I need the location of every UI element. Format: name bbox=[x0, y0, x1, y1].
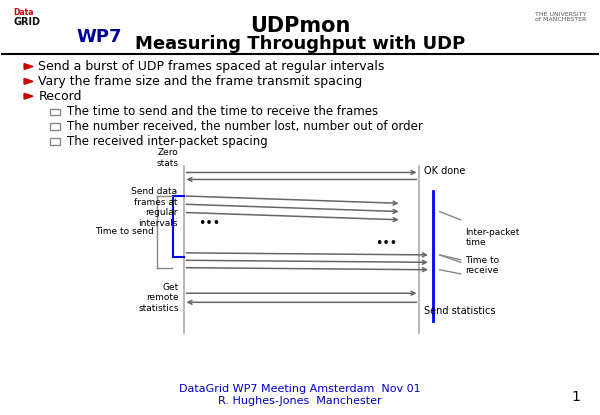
Text: Get
remote
statistics: Get remote statistics bbox=[138, 283, 179, 312]
Polygon shape bbox=[24, 63, 33, 69]
Text: UDPmon: UDPmon bbox=[250, 16, 350, 36]
Text: Vary the frame size and the frame transmit spacing: Vary the frame size and the frame transm… bbox=[38, 75, 362, 88]
Bar bbox=[50, 138, 60, 145]
Text: DataGrid WP7 Meeting Amsterdam  Nov 01: DataGrid WP7 Meeting Amsterdam Nov 01 bbox=[179, 384, 421, 394]
Text: Send a burst of UDP frames spaced at regular intervals: Send a burst of UDP frames spaced at reg… bbox=[38, 60, 385, 73]
Text: R. Hughes-Jones  Manchester: R. Hughes-Jones Manchester bbox=[218, 396, 382, 406]
Text: 1: 1 bbox=[572, 390, 581, 404]
Bar bbox=[50, 123, 60, 130]
Text: Record: Record bbox=[38, 90, 82, 103]
Polygon shape bbox=[24, 93, 33, 99]
Text: The number received, the number lost, number out of order: The number received, the number lost, nu… bbox=[67, 120, 423, 133]
Text: Measuring Throughput with UDP: Measuring Throughput with UDP bbox=[135, 35, 465, 53]
Text: THE UNIVERSITY
of MANCHESTER: THE UNIVERSITY of MANCHESTER bbox=[535, 12, 587, 22]
Text: Time to
receive: Time to receive bbox=[466, 256, 500, 275]
Text: Inter-packet
time: Inter-packet time bbox=[466, 228, 520, 247]
Text: Zero
stats: Zero stats bbox=[157, 148, 179, 168]
Text: Data: Data bbox=[13, 7, 34, 17]
Text: Send data
frames at
regular
intervals: Send data frames at regular intervals bbox=[131, 188, 178, 227]
Text: OK done: OK done bbox=[424, 166, 466, 176]
Text: The received inter-packet spacing: The received inter-packet spacing bbox=[67, 135, 268, 148]
Text: GRID: GRID bbox=[13, 17, 40, 27]
Text: WP7: WP7 bbox=[76, 28, 122, 46]
Text: •••: ••• bbox=[374, 237, 397, 250]
Text: Time to send: Time to send bbox=[95, 227, 154, 236]
Text: Send statistics: Send statistics bbox=[424, 305, 496, 316]
Polygon shape bbox=[24, 78, 33, 84]
Text: •••: ••• bbox=[199, 217, 221, 229]
Text: The time to send and the time to receive the frames: The time to send and the time to receive… bbox=[67, 105, 378, 118]
Bar bbox=[50, 109, 60, 115]
